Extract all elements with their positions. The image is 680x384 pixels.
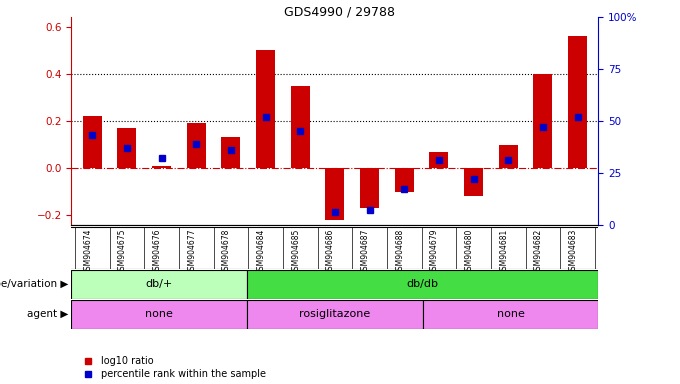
- Text: GSM904684: GSM904684: [256, 229, 266, 275]
- Bar: [256, 50, 275, 168]
- Text: none: none: [496, 309, 524, 319]
- Bar: [464, 168, 483, 196]
- Bar: [187, 123, 206, 168]
- Text: GSM904680: GSM904680: [464, 229, 473, 275]
- Bar: [568, 36, 587, 168]
- Bar: [325, 168, 345, 220]
- Text: GSM904687: GSM904687: [360, 229, 369, 275]
- Bar: [71, 300, 247, 329]
- Bar: [83, 116, 102, 168]
- Text: GSM904685: GSM904685: [291, 229, 301, 275]
- Text: GSM904683: GSM904683: [568, 229, 577, 275]
- Bar: [247, 270, 598, 299]
- Text: db/+: db/+: [146, 279, 173, 290]
- Legend: log10 ratio, percentile rank within the sample: log10 ratio, percentile rank within the …: [83, 356, 266, 379]
- Text: rosiglitazone: rosiglitazone: [299, 309, 371, 319]
- Text: GDS4990 / 29788: GDS4990 / 29788: [284, 6, 396, 19]
- Bar: [533, 74, 552, 168]
- Bar: [247, 300, 423, 329]
- Bar: [71, 270, 247, 299]
- Text: GSM904681: GSM904681: [499, 229, 508, 275]
- Text: GSM904674: GSM904674: [83, 229, 92, 275]
- Text: GSM904679: GSM904679: [430, 229, 439, 275]
- Bar: [429, 152, 448, 168]
- Text: GSM904677: GSM904677: [187, 229, 197, 275]
- Text: genotype/variation ▶: genotype/variation ▶: [0, 279, 68, 290]
- Bar: [222, 137, 241, 168]
- Text: db/db: db/db: [407, 279, 439, 290]
- Text: GSM904676: GSM904676: [152, 229, 162, 275]
- Bar: [152, 166, 171, 168]
- Bar: [360, 168, 379, 208]
- Bar: [498, 144, 517, 168]
- Text: agent ▶: agent ▶: [27, 309, 68, 319]
- Text: GSM904675: GSM904675: [118, 229, 127, 275]
- Text: GSM904686: GSM904686: [326, 229, 335, 275]
- Text: GSM904678: GSM904678: [222, 229, 231, 275]
- Bar: [423, 300, 598, 329]
- Text: GSM904682: GSM904682: [534, 229, 543, 275]
- Text: GSM904688: GSM904688: [395, 229, 404, 275]
- Bar: [118, 128, 137, 168]
- Bar: [290, 86, 310, 168]
- Bar: [394, 168, 413, 192]
- Text: none: none: [146, 309, 173, 319]
